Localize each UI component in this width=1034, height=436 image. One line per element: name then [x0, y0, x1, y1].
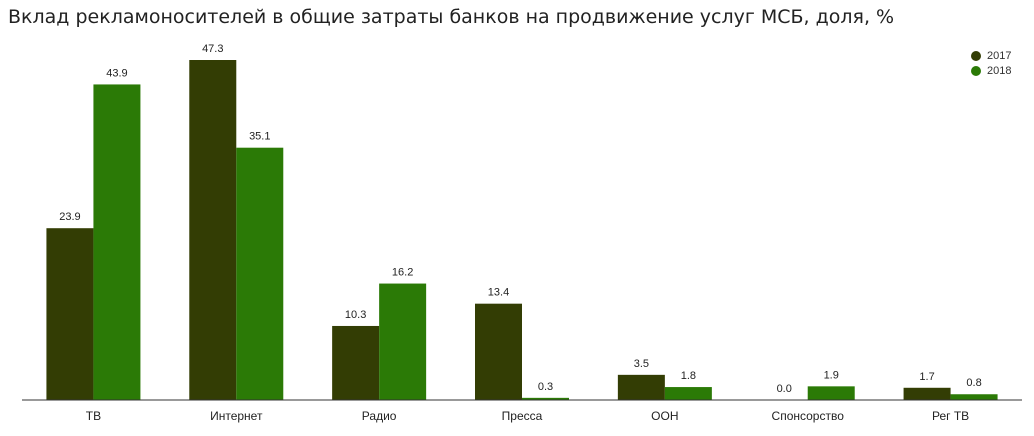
bar-Интернет-2018[interactable]: [236, 147, 284, 400]
legend: 2017 2018: [971, 48, 1011, 78]
x-tick-label-Спонсорство: Спонсорство: [772, 409, 845, 423]
bar-Интернет-2017[interactable]: [189, 60, 237, 400]
bars-group: [46, 60, 998, 400]
bar-Пресса-2017[interactable]: [475, 303, 522, 400]
bar-Рег ТВ-2017[interactable]: [903, 387, 951, 400]
bar-OOH-2017[interactable]: [617, 374, 665, 400]
x-tick-label-ТВ: ТВ: [86, 409, 101, 423]
value-label-ТВ-2018: 43.9: [106, 67, 127, 79]
value-label-Пресса-2018: 0.3: [538, 381, 553, 393]
x-tick-label-OOH: OOH: [651, 409, 678, 423]
value-label-Интернет-2018: 35.1: [249, 131, 270, 143]
value-label-Радио-2017: 10.3: [345, 309, 366, 321]
value-label-OOH-2018: 1.8: [681, 370, 696, 382]
x-tick-label-Пресса: Пресса: [502, 409, 543, 423]
value-label-Радио-2018: 16.2: [392, 267, 413, 279]
value-labels-group: 23.9 43.9 47.3 35.1 10.3 16.2 13.4 0.3 3.5 1.8 0.0…: [59, 43, 982, 395]
value-label-Рег ТВ-2017: 1.7: [919, 371, 934, 383]
legend-swatch-2018: [971, 65, 981, 76]
chart-title: Вклад рекламоносителей в общие затраты б…: [8, 6, 895, 28]
legend-item-2018[interactable]: 2018: [971, 63, 1011, 78]
legend-item-2017[interactable]: 2017: [971, 48, 1011, 63]
bar-ТВ-2017[interactable]: [46, 228, 94, 400]
value-label-Спонсорство-2017: 0.0: [777, 383, 792, 395]
legend-label-2018: 2018: [987, 64, 1012, 77]
bar-Рег ТВ-2018[interactable]: [950, 394, 998, 400]
bar-OOH-2018[interactable]: [664, 387, 712, 400]
bar-Радио-2018[interactable]: [379, 283, 427, 400]
value-label-Спонсорство-2018: 1.9: [824, 369, 839, 381]
x-tick-label-Радио: Радио: [362, 409, 397, 423]
value-label-Рег ТВ-2018: 0.8: [966, 377, 981, 389]
bar-Спонсорство-2018[interactable]: [807, 386, 855, 400]
value-label-Пресса-2017: 13.4: [488, 287, 509, 299]
bar-ТВ-2018[interactable]: [93, 84, 141, 400]
value-label-Интернет-2017: 47.3: [202, 43, 223, 55]
value-label-ТВ-2017: 23.9: [59, 211, 80, 223]
bar-Пресса-2018[interactable]: [522, 397, 569, 400]
bar-Радио-2017[interactable]: [332, 325, 380, 400]
x-tick-label-Рег ТВ: Рег ТВ: [932, 409, 969, 423]
legend-swatch-2017: [971, 50, 981, 61]
x-tick-label-Интернет: Интернет: [210, 409, 263, 423]
x-tick-labels-group: ТВ Интернет Радио Пресса OOH Спонсорство Рег Т…: [86, 409, 969, 423]
value-label-OOH-2017: 3.5: [634, 358, 649, 370]
legend-label-2017: 2017: [987, 49, 1012, 62]
